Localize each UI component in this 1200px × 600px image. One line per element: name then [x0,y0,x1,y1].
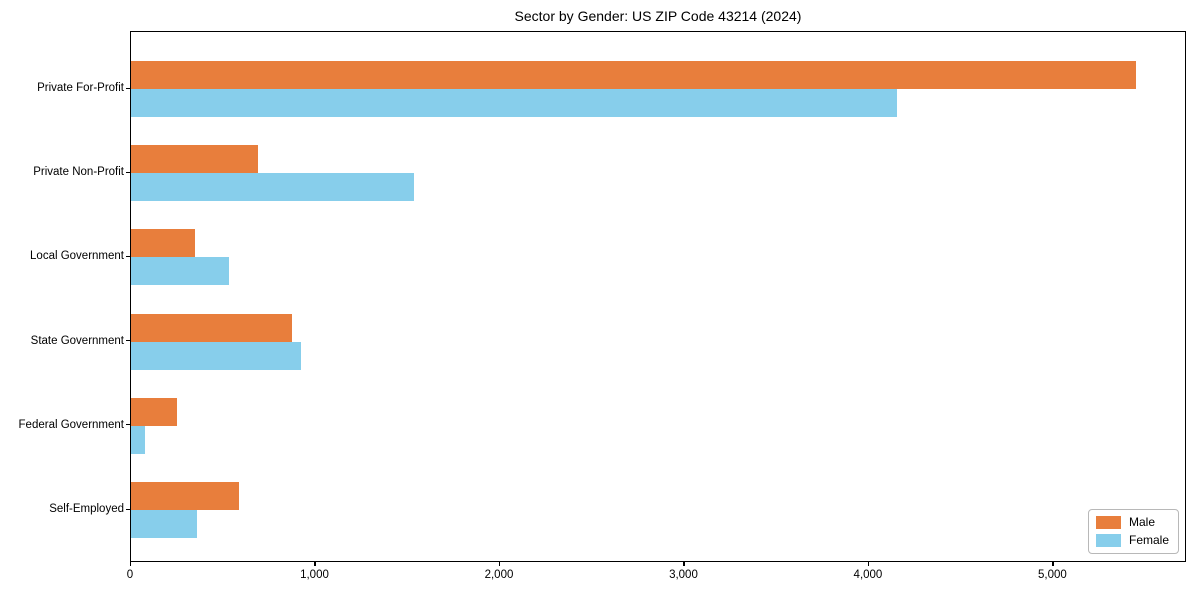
y-axis-tick-mark [126,255,130,258]
bar-male-local-government [131,229,195,258]
y-axis-tick-label: Private For-Profit [37,82,124,94]
legend-label: Male [1128,515,1155,529]
bar-female-state-government [131,341,301,370]
x-axis-tick-mark [130,562,132,566]
bar-female-private-for-profit [131,89,897,117]
legend-entry-female: Female [1095,533,1169,547]
x-axis-tick-label: 4,000 [853,569,883,581]
legend-label: Female [1128,533,1169,547]
y-axis-tick-mark [126,87,130,89]
x-axis-tick-mark [1052,562,1054,566]
x-axis-tick-label: 2,000 [484,569,514,581]
y-axis-tick-label: Federal Government [18,418,124,431]
bar-male-state-government [131,313,293,342]
y-axis-tick-label: Local Government [30,250,124,263]
plot-area: Male Female [130,31,1186,562]
y-axis-tick-mark [126,171,130,173]
x-axis-tick-label: 1,000 [300,569,329,581]
x-axis-tick-label: 3,000 [669,569,698,581]
legend-swatch-male [1095,516,1121,529]
y-axis-tick-mark [126,424,130,426]
y-axis-tick-label: State Government [30,334,124,347]
chart-title: Sector by Gender: US ZIP Code 43214 (202… [514,8,802,24]
x-axis-tick-mark [867,562,870,566]
bar-female-federal-government [131,425,145,454]
x-axis-tick-mark [314,562,316,566]
y-axis-tick-label: Self-Employed [49,503,124,515]
bar-male-private-non-profit [131,145,259,174]
legend-entry-male: Male [1095,515,1169,529]
bar-male-self-employed [131,482,239,510]
x-axis-tick-mark [498,562,501,566]
bar-female-private-non-profit [131,173,415,202]
x-axis-tick-label: 5,000 [1038,569,1067,581]
legend: Male Female [1087,509,1179,554]
x-axis-tick-label: 0 [126,569,134,581]
legend-swatch-female [1095,534,1121,547]
x-axis-tick-mark [683,562,685,566]
y-axis-tick-label: Private Non-Profit [33,166,124,179]
bar-female-self-employed [131,510,198,538]
bar-female-local-government [131,257,229,286]
bar-male-private-for-profit [131,61,1136,89]
bar-male-federal-government [131,397,178,426]
y-axis-tick-mark [126,340,130,342]
y-axis-tick-mark [126,508,130,510]
